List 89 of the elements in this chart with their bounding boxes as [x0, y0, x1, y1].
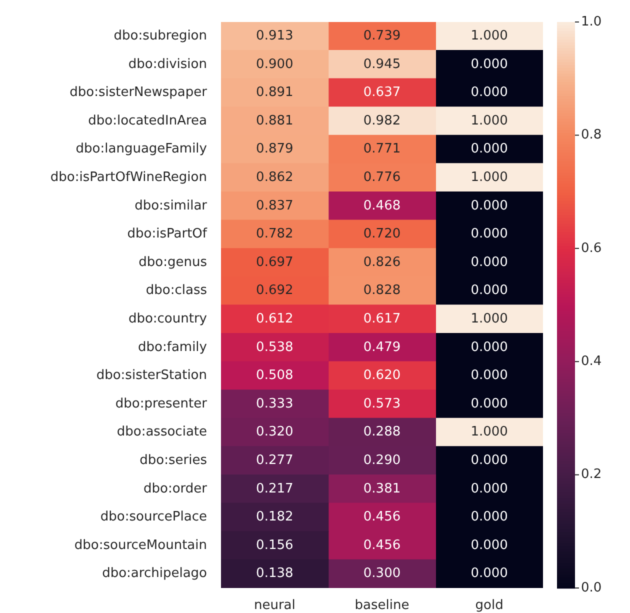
- data-label: 0.881: [256, 113, 294, 128]
- data-label: 0.000: [470, 368, 508, 384]
- data-label: 1.000: [470, 170, 508, 186]
- data-label: 0.156: [256, 538, 294, 553]
- data-label: 0.456: [363, 538, 401, 553]
- data-label: 0.277: [256, 453, 294, 468]
- color-bar-label: 0.8: [581, 128, 602, 143]
- y-tick-label: dbo:division: [128, 56, 207, 72]
- data-label: 0.538: [256, 340, 294, 355]
- data-label: 0.182: [256, 510, 294, 525]
- x-tick-label: baseline: [354, 598, 410, 613]
- data-label: 0.508: [256, 368, 294, 384]
- x-tick-label: gold: [475, 598, 504, 613]
- y-tick-label: dbo:locatedInArea: [88, 113, 207, 128]
- data-label: 0.573: [363, 396, 401, 412]
- color-bar-label: 1.0: [581, 14, 602, 30]
- y-tick-label: dbo:languageFamily: [76, 142, 208, 157]
- data-label: 0.000: [470, 226, 508, 242]
- y-tick-label: dbo:similar: [134, 198, 208, 214]
- data-label: 0.771: [363, 142, 401, 157]
- data-label: 0.692: [256, 283, 294, 298]
- data-label: 0.290: [363, 453, 401, 468]
- data-label: 0.612: [256, 312, 294, 327]
- data-label: 0.456: [363, 510, 401, 525]
- y-tick-label: dbo:subregion: [114, 28, 207, 44]
- x-tick-label: neural: [254, 598, 296, 613]
- data-label: 0.837: [256, 198, 294, 214]
- data-label: 0.720: [363, 226, 401, 242]
- data-label: 0.862: [256, 170, 294, 186]
- data-label: 1.000: [470, 312, 508, 327]
- data-label: 0.900: [256, 56, 294, 72]
- data-label: 0.288: [363, 424, 401, 440]
- y-tick-label: dbo:series: [140, 453, 208, 468]
- data-label: 0.468: [363, 198, 401, 214]
- y-tick-label: dbo:isPartOfWineRegion: [50, 170, 207, 186]
- y-tick-label: dbo:associate: [116, 424, 207, 440]
- y-tick-label: dbo:sourceMountain: [74, 538, 207, 553]
- y-tick-label: dbo:sourcePlace: [100, 510, 207, 525]
- color-bar-label: 0.6: [581, 240, 602, 256]
- y-tick-label: dbo:presenter: [115, 396, 208, 412]
- data-label: 0.000: [470, 283, 508, 298]
- data-label: 1.000: [470, 424, 508, 440]
- y-tick-label: dbo:order: [143, 481, 208, 496]
- y-tick-label: dbo:sisterNewspaper: [70, 85, 208, 100]
- y-tick-label: dbo:class: [146, 283, 208, 298]
- data-label: 0.828: [363, 283, 401, 298]
- data-label: 0.000: [470, 538, 508, 553]
- color-bar-label: 0.4: [581, 354, 602, 369]
- data-label: 0.913: [256, 28, 294, 44]
- data-label: 0.945: [363, 56, 401, 72]
- data-label: 0.697: [256, 254, 294, 270]
- y-tick-label: dbo:isPartOf: [127, 226, 208, 242]
- color-bar-label: 0.2: [581, 467, 602, 482]
- data-label: 0.637: [363, 85, 401, 100]
- data-label: 1.000: [470, 113, 508, 128]
- data-label: 0.000: [470, 254, 508, 270]
- data-label: 0.000: [470, 142, 508, 157]
- data-label: 0.000: [470, 481, 508, 496]
- y-tick-label: dbo:sisterStation: [96, 368, 207, 384]
- data-label: 0.333: [256, 396, 294, 412]
- data-label: 0.479: [363, 340, 401, 355]
- data-label: 0.739: [363, 28, 401, 44]
- data-label: 0.782: [256, 226, 294, 242]
- data-label: 0.000: [470, 340, 508, 355]
- data-label: 0.982: [363, 113, 401, 128]
- data-label: 0.620: [363, 368, 401, 384]
- data-label: 1.000: [470, 28, 508, 44]
- data-label: 0.000: [470, 56, 508, 72]
- data-label: 0.000: [470, 85, 508, 100]
- data-label: 0.879: [256, 142, 294, 157]
- data-label: 0.891: [256, 85, 294, 100]
- data-label: 0.000: [470, 566, 508, 582]
- color-bar-label: 0.0: [581, 580, 602, 596]
- data-label: 0.000: [470, 396, 508, 412]
- y-tick-label: dbo:genus: [138, 254, 208, 270]
- data-label: 0.300: [363, 566, 401, 582]
- y-tick-label: dbo:country: [128, 312, 208, 327]
- data-label: 0.320: [256, 424, 294, 440]
- data-label: 0.217: [256, 481, 294, 496]
- data-label: 0.617: [363, 312, 401, 327]
- data-label: 0.000: [470, 198, 508, 214]
- data-label: 0.138: [256, 566, 294, 582]
- y-tick-label: dbo:family: [138, 340, 208, 355]
- data-label: 0.000: [470, 510, 508, 525]
- data-label: 0.000: [470, 453, 508, 468]
- data-label: 0.381: [363, 481, 401, 496]
- data-label: 0.776: [363, 170, 401, 186]
- y-tick-label: dbo:archipelago: [102, 566, 208, 582]
- data-label: 0.826: [363, 254, 401, 270]
